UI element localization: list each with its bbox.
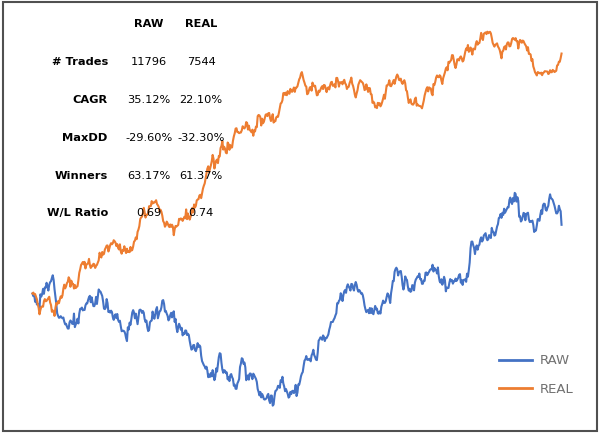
Legend: RAW, REAL: RAW, REAL: [493, 349, 578, 401]
Text: MaxDD: MaxDD: [62, 132, 108, 143]
Text: -32.30%: -32.30%: [177, 132, 224, 143]
RAW: [341, 288, 349, 293]
Text: # Trades: # Trades: [52, 57, 108, 67]
Text: 0.69: 0.69: [136, 208, 161, 218]
REAL: [124, 246, 131, 251]
Text: 35.12%: 35.12%: [127, 95, 170, 105]
Text: 22.10%: 22.10%: [179, 95, 223, 105]
RAW: [558, 222, 565, 227]
REAL: [383, 83, 390, 88]
REAL: [269, 112, 277, 117]
Text: 11796: 11796: [131, 57, 167, 67]
Text: 61.37%: 61.37%: [179, 171, 223, 181]
RAW: [428, 267, 436, 272]
REAL: [484, 29, 491, 34]
REAL: [558, 51, 565, 56]
Text: RAW: RAW: [134, 19, 163, 29]
Line: RAW: RAW: [32, 193, 562, 406]
Text: CAGR: CAGR: [73, 95, 108, 105]
RAW: [122, 336, 130, 341]
Text: W/L Ratio: W/L Ratio: [47, 208, 108, 218]
Text: -29.60%: -29.60%: [125, 132, 172, 143]
REAL: [166, 224, 173, 229]
Text: 0.74: 0.74: [188, 208, 214, 218]
REAL: [51, 313, 58, 318]
REAL: [428, 91, 436, 96]
RAW: [383, 294, 390, 300]
Line: REAL: REAL: [32, 32, 562, 316]
RAW: [511, 190, 518, 195]
RAW: [268, 393, 275, 398]
Text: 63.17%: 63.17%: [127, 171, 170, 181]
RAW: [29, 291, 36, 296]
RAW: [165, 318, 172, 323]
Text: REAL: REAL: [185, 19, 217, 29]
Text: 7544: 7544: [187, 57, 215, 67]
REAL: [29, 291, 36, 296]
RAW: [269, 403, 277, 408]
REAL: [341, 81, 349, 86]
Text: Winners: Winners: [55, 171, 108, 181]
